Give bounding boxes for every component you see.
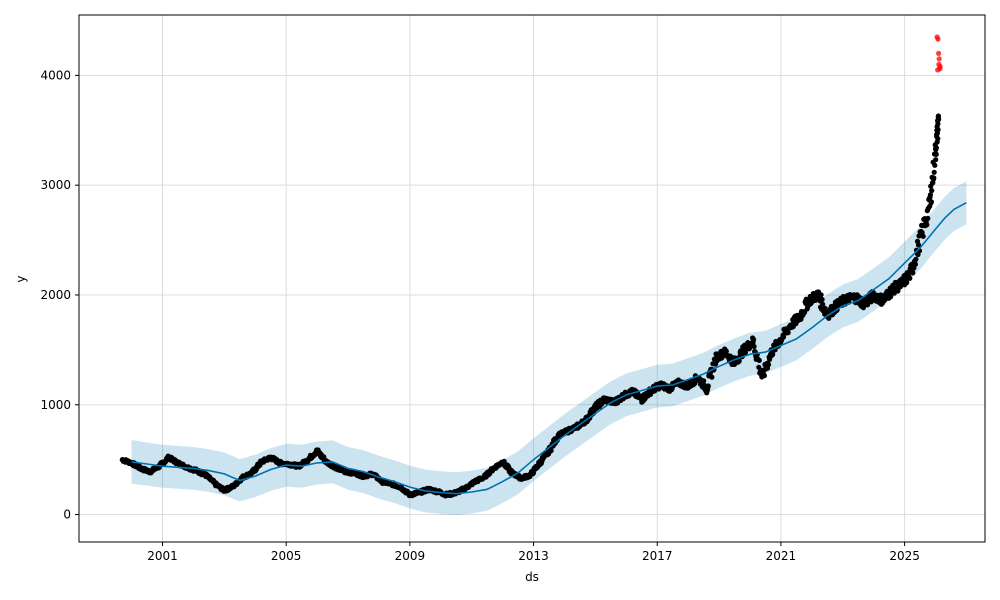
observed-point (548, 448, 554, 454)
x-axis: 2001 2005 2009 2013 2017 2021 2025 (147, 542, 920, 563)
observed-point (913, 256, 919, 262)
observed-points (119, 113, 942, 499)
y-tick-label: 0 (63, 508, 71, 522)
forecast-yhat-line (131, 201, 967, 495)
observed-point (932, 162, 938, 168)
y-axis-label: y (14, 275, 28, 282)
observed-point (751, 343, 757, 350)
observed-point (933, 145, 940, 151)
observed-point (931, 169, 937, 175)
observed-point (705, 383, 711, 389)
observed-point (530, 470, 537, 476)
observed-point (819, 296, 825, 303)
observed-point (780, 334, 787, 340)
observed-point (907, 275, 913, 281)
observed-point (929, 188, 935, 194)
observed-point (928, 199, 935, 205)
x-tick-label: 2005 (271, 549, 302, 563)
observed-point (912, 261, 919, 267)
anomaly-point (935, 36, 941, 42)
observed-point (931, 175, 937, 181)
x-tick-label: 2017 (642, 549, 673, 563)
observed-point (935, 127, 941, 133)
y-tick-label: 2000 (40, 288, 71, 302)
anomaly-point (936, 61, 942, 67)
observed-point (920, 233, 926, 239)
y-tick-label: 3000 (40, 178, 71, 192)
observed-point (927, 192, 934, 198)
plot-area-frame (78, 14, 986, 543)
anomaly-point (936, 50, 942, 57)
observed-point (924, 222, 930, 228)
observed-point (709, 374, 715, 380)
observed-point (820, 301, 826, 307)
observed-point (765, 362, 772, 368)
observed-point (761, 373, 768, 379)
observed-point (897, 284, 904, 290)
observed-point (756, 357, 762, 363)
y-tick-label: 1000 (40, 398, 71, 412)
x-tick-label: 2009 (395, 549, 426, 563)
observed-point (910, 270, 916, 276)
observed-point (933, 157, 939, 163)
y-axis: 0 1000 2000 3000 4000 (40, 68, 79, 522)
x-tick-label: 2025 (889, 549, 920, 563)
forecast-line (131, 201, 967, 495)
x-tick-label: 2021 (766, 549, 797, 563)
observed-point (736, 358, 742, 364)
observed-point (751, 336, 757, 343)
anomaly-point (937, 66, 943, 72)
x-axis-label: ds (525, 570, 539, 584)
observed-point (925, 215, 931, 221)
observed-point (701, 378, 707, 384)
observed-point (935, 121, 941, 127)
x-tick-label: 2013 (518, 549, 549, 563)
x-tick-label: 2001 (147, 549, 178, 563)
observed-point (933, 151, 939, 157)
observed-point (785, 330, 791, 336)
y-tick-label: 4000 (40, 68, 71, 82)
observed-point (770, 351, 776, 357)
observed-point (935, 136, 941, 142)
observed-point (904, 280, 910, 286)
observed-point (723, 348, 729, 354)
grid-lines (79, 15, 985, 542)
anomaly-point (936, 56, 942, 62)
observed-point (756, 364, 762, 370)
observed-point (888, 294, 894, 300)
anomaly-points (934, 34, 943, 73)
observed-point (915, 242, 922, 248)
observed-point (822, 305, 828, 312)
observed-point (818, 292, 824, 298)
observed-point (936, 116, 942, 122)
